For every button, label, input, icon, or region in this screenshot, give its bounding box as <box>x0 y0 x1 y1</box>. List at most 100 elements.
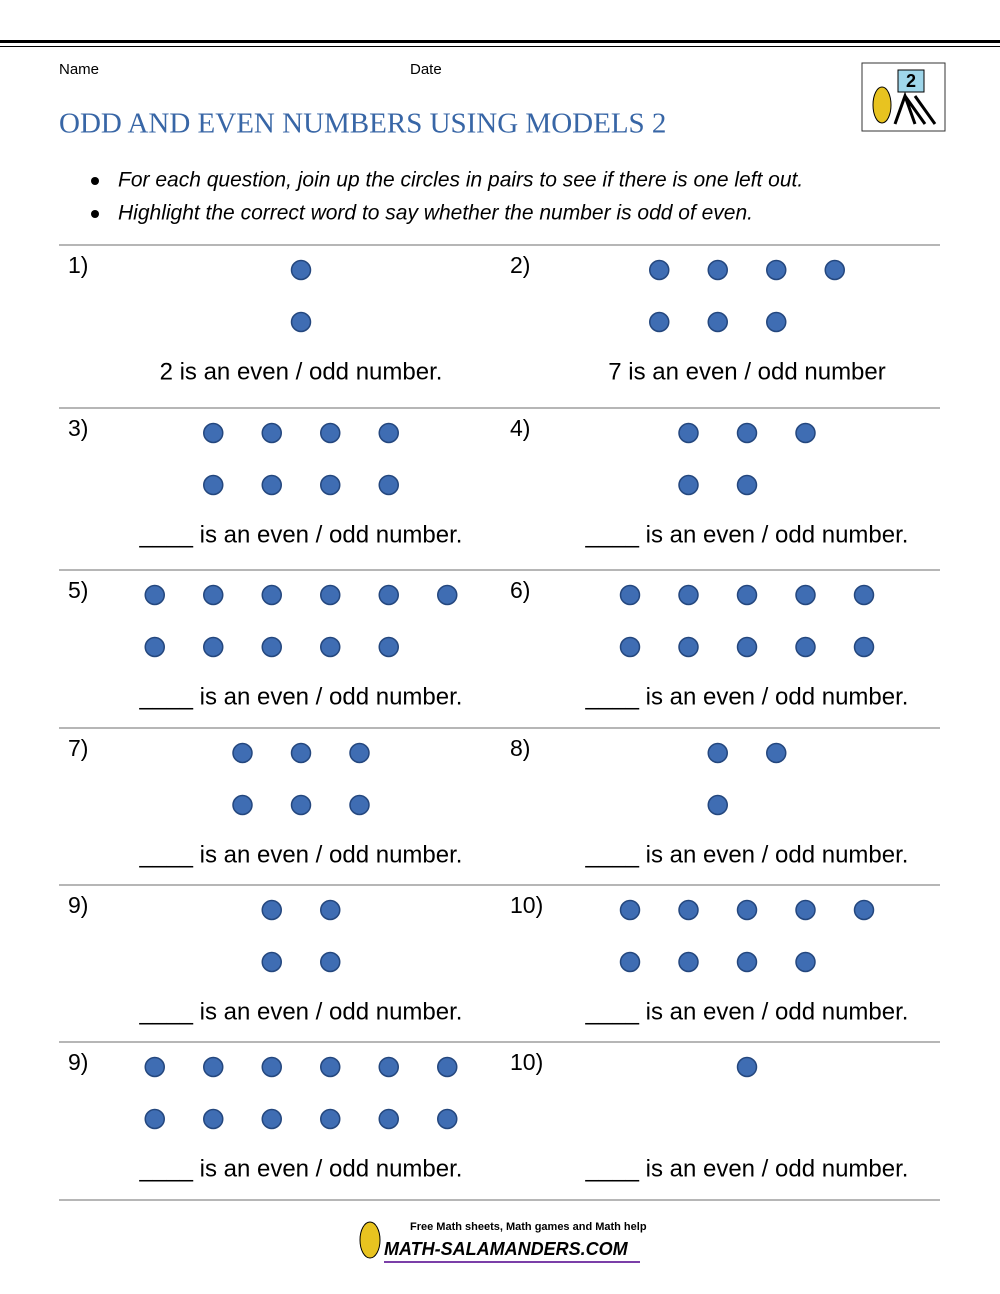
sentence: ____ is an even / odd number. <box>585 1155 909 1182</box>
sentence: ____ is an even / odd number. <box>585 998 909 1025</box>
dot <box>766 259 787 281</box>
sentence: ____ is an even / odd number. <box>585 683 909 710</box>
dot <box>144 1056 165 1078</box>
sentence: ____ is an even / odd number. <box>139 683 463 710</box>
name-label: Name <box>59 61 99 78</box>
dot <box>261 636 282 658</box>
dot <box>203 474 224 496</box>
sentence: 7 is an even / odd number <box>608 358 886 385</box>
dot <box>378 1108 399 1130</box>
dot <box>378 636 399 658</box>
dot <box>203 636 224 658</box>
logo-salamander <box>872 86 892 124</box>
dot <box>795 636 816 658</box>
dot <box>203 1056 224 1078</box>
dot <box>795 584 816 606</box>
footer-logo: Free Math sheets, Math games and Math he… <box>359 1221 647 1263</box>
dot <box>320 474 341 496</box>
question-number: 8) <box>510 735 530 761</box>
dot <box>678 951 699 973</box>
dot <box>707 311 728 333</box>
dot <box>437 584 458 606</box>
dot <box>290 794 312 816</box>
question-number: 6) <box>510 577 530 603</box>
dot <box>378 474 399 496</box>
dot <box>378 584 399 606</box>
title: ODD AND EVEN NUMBERS USING MODELS 2 <box>59 108 666 140</box>
dot <box>619 584 641 606</box>
dot <box>144 636 165 658</box>
footer-tagline: Free Math sheets, Math games and Math he… <box>410 1221 647 1233</box>
dot <box>290 259 312 281</box>
sentence: ____ is an even / odd number. <box>139 521 463 548</box>
dot <box>349 794 370 816</box>
dot <box>378 422 399 444</box>
top-rule-thin <box>0 46 1000 47</box>
logo-board <box>897 69 925 93</box>
dot <box>349 742 370 764</box>
top-rule <box>0 40 1000 43</box>
dot <box>261 474 282 496</box>
dot <box>678 474 699 496</box>
logo-easel <box>893 91 937 125</box>
dot <box>824 259 845 281</box>
dot <box>203 422 224 444</box>
dot <box>795 899 816 921</box>
dot <box>261 1108 282 1130</box>
dot <box>203 584 224 606</box>
question-number: 9) <box>68 892 88 918</box>
dot <box>261 899 282 921</box>
dot <box>320 422 341 444</box>
dot <box>795 422 816 444</box>
dot <box>736 474 758 496</box>
dot <box>736 951 758 973</box>
instruction: For each question, join up the circles i… <box>118 169 803 192</box>
dot <box>232 794 253 816</box>
question-number: 9) <box>68 1049 88 1075</box>
dot <box>261 1056 282 1078</box>
dot <box>736 1056 758 1078</box>
dot <box>261 951 282 973</box>
logo: 2 <box>861 62 946 132</box>
dot <box>320 1108 341 1130</box>
dot <box>203 1108 224 1130</box>
dot <box>766 311 787 333</box>
question-number: 2) <box>510 252 530 278</box>
dot <box>736 584 758 606</box>
dot <box>437 1056 458 1078</box>
instruction: Highlight the correct word to say whethe… <box>118 202 753 225</box>
dot <box>144 1108 165 1130</box>
dot <box>678 422 699 444</box>
dot <box>649 311 670 333</box>
question-number: 1) <box>68 252 88 278</box>
sentence: ____ is an even / odd number. <box>139 998 463 1025</box>
dot <box>619 636 641 658</box>
dot <box>678 899 699 921</box>
dot <box>320 636 341 658</box>
sentence: ____ is an even / odd number. <box>585 841 909 868</box>
sentence: 2 is an even / odd number. <box>160 358 443 385</box>
dot <box>261 422 282 444</box>
dot <box>736 422 758 444</box>
dot <box>320 951 341 973</box>
dot <box>678 584 699 606</box>
question-number: 10) <box>510 892 543 918</box>
bullet <box>91 177 99 185</box>
dot <box>707 742 728 764</box>
dot <box>378 1056 399 1078</box>
question-number: 4) <box>510 415 530 441</box>
question-number: 5) <box>68 577 88 603</box>
dot <box>320 899 341 921</box>
dot <box>619 951 641 973</box>
dot <box>320 1056 341 1078</box>
dot <box>320 584 341 606</box>
logo-text: 2 <box>906 71 916 91</box>
footer-site: MATH-SALAMANDERS.COM <box>384 1239 629 1259</box>
dot <box>795 951 816 973</box>
question-number: 10) <box>510 1049 543 1075</box>
dot <box>232 742 253 764</box>
dot <box>853 584 875 606</box>
dot <box>766 742 787 764</box>
dot <box>853 899 875 921</box>
